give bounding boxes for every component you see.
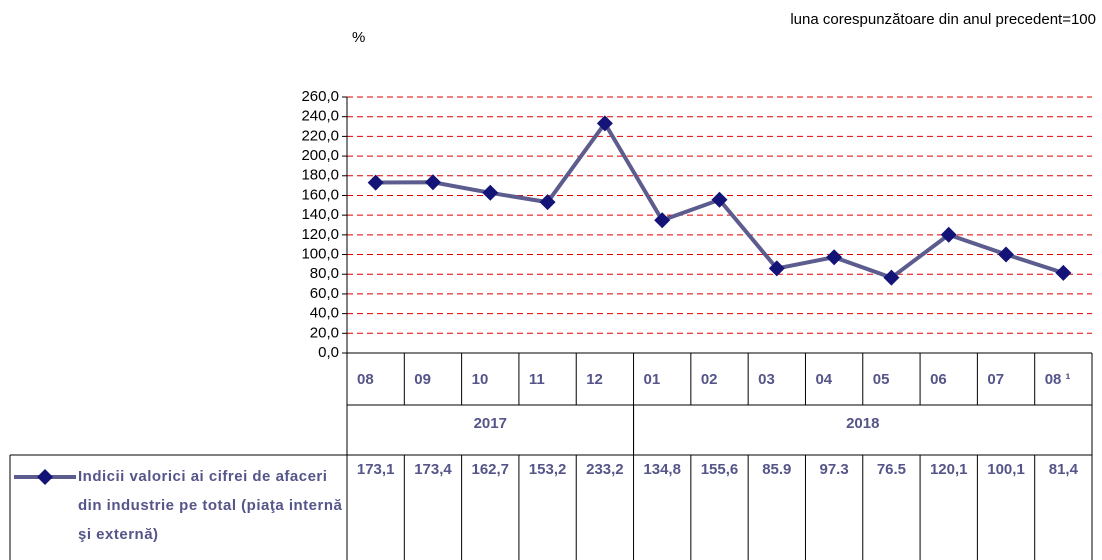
data-label: 97.3	[820, 461, 849, 478]
data-label: 76.5	[877, 461, 906, 478]
marker	[596, 115, 613, 132]
y-tick-label: 20,0	[310, 324, 339, 341]
x-tick-label: 08 ¹	[1045, 371, 1071, 388]
y-tick-label: 100,0	[301, 246, 339, 263]
y-tick-label: 220,0	[301, 127, 339, 144]
data-label: 134,8	[643, 461, 681, 478]
x-tick-label: 04	[815, 371, 832, 388]
marker	[711, 191, 728, 208]
marker	[768, 260, 785, 277]
y-tick-label: 260,0	[301, 88, 339, 105]
y-tick-label: 200,0	[301, 147, 339, 164]
marker	[883, 269, 900, 286]
y-tick-label: 240,0	[301, 108, 339, 125]
x-tick-label: 11	[529, 371, 545, 388]
marker	[367, 174, 384, 191]
y-tick-label: 0,0	[318, 344, 339, 361]
x-tick-label: 08	[357, 371, 374, 388]
x-tick-label: 09	[414, 371, 431, 388]
marker	[940, 226, 957, 243]
y-tick-label: 60,0	[310, 285, 339, 302]
data-label: 153,2	[529, 461, 567, 478]
y-tick-label: 80,0	[310, 265, 339, 282]
data-label: 162,7	[471, 461, 509, 478]
data-label: 85.9	[762, 461, 791, 478]
data-label: 173,4	[414, 461, 452, 478]
legend-label: Indicii valorici ai cifrei de afaceri di…	[78, 468, 343, 543]
y-tick-label: 180,0	[301, 167, 339, 184]
marker	[424, 174, 441, 191]
x-tick-label: 01	[644, 371, 661, 388]
note: luna corespunzătoare din anul precedent=…	[790, 11, 1096, 28]
marker	[826, 249, 843, 266]
legend-marker	[37, 469, 53, 485]
marker	[482, 184, 499, 201]
data-label: 81,4	[1049, 461, 1079, 478]
x-tick-label: 06	[930, 371, 947, 388]
year-label: 2017	[474, 415, 507, 432]
year-label: 2018	[846, 415, 879, 432]
marker	[539, 194, 556, 211]
x-tick-label: 12	[586, 371, 603, 388]
data-label: 173,1	[357, 461, 395, 478]
data-label: 100,1	[987, 461, 1025, 478]
data-label: 120,1	[930, 461, 968, 478]
x-tick-label: 03	[758, 371, 775, 388]
y-tick-label: 140,0	[301, 206, 339, 223]
x-tick-label: 05	[873, 371, 890, 388]
y-tick-label: 120,0	[301, 226, 339, 243]
marker	[998, 246, 1015, 263]
marker	[1055, 264, 1072, 281]
data-label: 155,6	[701, 461, 739, 478]
y-tick-label: 40,0	[310, 305, 339, 322]
x-tick-label: 10	[472, 371, 489, 388]
data-label: 233,2	[586, 461, 624, 478]
y-tick-label: 160,0	[301, 186, 339, 203]
x-tick-label: 07	[987, 371, 1004, 388]
x-tick-label: 02	[701, 371, 718, 388]
unit-label: %	[352, 29, 365, 46]
marker	[654, 212, 671, 229]
